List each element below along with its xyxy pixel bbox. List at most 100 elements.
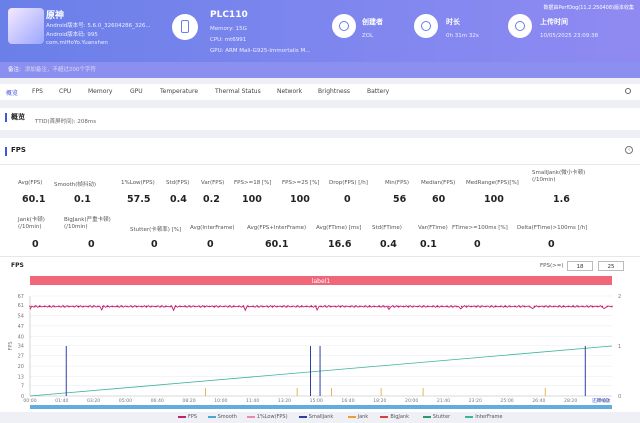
series-fps-point: [300, 305, 303, 308]
series-fps-point: [465, 305, 468, 308]
series-fps-point: [29, 305, 31, 308]
tab-thermal-status[interactable]: Thermal Status: [215, 88, 261, 95]
fps-threshold-input-1[interactable]: 18: [567, 261, 593, 271]
metric-value: 0.1: [420, 239, 437, 250]
metric-value: 16.6: [328, 239, 352, 250]
series-fps-point: [451, 305, 453, 308]
app-version-line: Android版本号: 5.6.0_32604286_326...: [46, 23, 151, 29]
legend-item[interactable]: 1%Low(FPS): [246, 414, 288, 420]
metric-value: 0: [548, 239, 555, 250]
series-fps-point: [363, 305, 366, 308]
legend-item[interactable]: BigJank: [380, 414, 409, 420]
series-fps-point: [446, 305, 448, 308]
series-fps-point: [475, 305, 478, 308]
legend-item[interactable]: Jank: [347, 414, 368, 420]
x-tick-label: 20:00: [405, 398, 418, 404]
tab-memory[interactable]: Memory: [88, 88, 113, 95]
tab-cpu[interactable]: CPU: [59, 88, 72, 95]
tab-network[interactable]: Network: [277, 88, 303, 95]
series-fps-point: [572, 305, 574, 308]
series-fps-point: [557, 305, 560, 308]
metric-value: 1.6: [553, 194, 570, 205]
series-fps-point: [160, 305, 162, 308]
collapse-all-icon[interactable]: [625, 88, 631, 94]
series-fps-point: [456, 305, 458, 308]
series-fps-point: [577, 305, 579, 308]
series-fps-point: [223, 305, 225, 308]
tab-brightness[interactable]: Brightness: [318, 88, 350, 95]
series-fps-point: [431, 305, 434, 308]
series-fps-point: [126, 305, 128, 308]
tab-battery[interactable]: Battery: [367, 88, 390, 95]
series-fps-point: [252, 305, 254, 308]
x-tick-label: 00:00: [23, 398, 36, 404]
x-tick-label: 05:00: [119, 398, 132, 404]
tab-overview[interactable]: 概览: [6, 90, 19, 97]
legend-swatch: [465, 415, 474, 418]
metric-value: 100: [242, 194, 262, 205]
series-fps-point: [548, 305, 550, 308]
series-fps-point: [485, 305, 487, 308]
metric-value: 0: [151, 239, 158, 250]
metric-value: 0.4: [170, 194, 187, 205]
series-fps-point: [349, 305, 351, 308]
fps-filter-label: FPS(>=): [540, 263, 564, 269]
series-fps-point: [286, 305, 288, 308]
legend-item[interactable]: Stutter: [422, 414, 450, 420]
metric-label: MedRange(FPS)[%]: [466, 180, 519, 186]
series-fps-point: [325, 305, 327, 308]
legend-label: 1%Low(FPS): [256, 414, 288, 420]
series-fps-point: [383, 305, 385, 308]
series-fps-point: [101, 305, 104, 308]
tab-temperature[interactable]: Temperature: [160, 88, 199, 95]
series-fps-point: [111, 305, 114, 308]
app-version-code-line: Android版本码: 995: [46, 32, 98, 38]
metric-tabs: 概览 FPS CPU Memory GPU Temperature Therma…: [0, 84, 640, 100]
series-fps-point: [87, 305, 89, 308]
series-fps-point: [72, 305, 75, 308]
x-tick-label: 08:20: [182, 398, 195, 404]
tab-fps[interactable]: FPS: [32, 88, 43, 95]
fps-threshold-input-2[interactable]: 25: [598, 261, 624, 271]
creator-value: ZOL: [362, 33, 374, 39]
metric-label: Delta(FTime)>100ms [/h]: [517, 225, 588, 231]
series-fps-point: [82, 305, 85, 308]
legend-item[interactable]: Smooth: [207, 414, 237, 420]
series-fps-point: [43, 305, 46, 308]
y-tick-label: 27: [18, 354, 24, 360]
x-tick-label: 01:40: [55, 398, 68, 404]
note-input[interactable]: 添加备注，不超过200个字符: [24, 67, 96, 73]
legend-swatch: [178, 415, 186, 418]
note-bar[interactable]: 备注: 添加备注，不超过200个字符: [0, 62, 640, 78]
metric-label: FTime>=100ms [%]: [452, 225, 508, 231]
series-fps-point: [519, 305, 521, 308]
legend-item[interactable]: SmallJank: [298, 414, 334, 420]
y-right-tick-label: 2: [618, 294, 621, 300]
ttid-value: TTID(首屏时间): 208ms: [35, 119, 97, 125]
y-tick-label: 47: [18, 324, 24, 330]
collapse-fps-icon[interactable]: ‹: [625, 146, 633, 154]
device-gpu: GPU: ARM Mali-G925-Immortalis M...: [210, 48, 311, 54]
metric-value: 0: [32, 239, 39, 250]
reset-zoom-button[interactable]: 还原缩放: [592, 397, 611, 404]
creator-title: 创建者: [362, 18, 383, 26]
metric-label: Drop(FPS) [/h]: [329, 180, 368, 186]
metric-label: FPS>=18 [%]: [234, 180, 272, 186]
note-label: 备注:: [8, 67, 21, 73]
series-fps-point: [121, 305, 123, 308]
overview-title: 概览: [11, 113, 25, 121]
metric-value: 0.1: [74, 194, 91, 205]
phone-icon: [172, 14, 198, 40]
legend-item[interactable]: FPS: [178, 414, 197, 420]
series-fps-point: [150, 305, 153, 308]
series-fps-point: [354, 305, 356, 308]
tab-gpu[interactable]: GPU: [130, 88, 143, 95]
legend-label: SmallJank: [308, 414, 334, 420]
series-fps-point: [359, 305, 361, 308]
legend-item[interactable]: InterFrame: [465, 414, 503, 420]
legend-swatch: [298, 415, 307, 418]
metric-label: Median(FPS): [421, 180, 456, 186]
metric-label: Avg(FPS+InterFrame): [247, 225, 307, 231]
app-name: 原神: [46, 11, 65, 21]
